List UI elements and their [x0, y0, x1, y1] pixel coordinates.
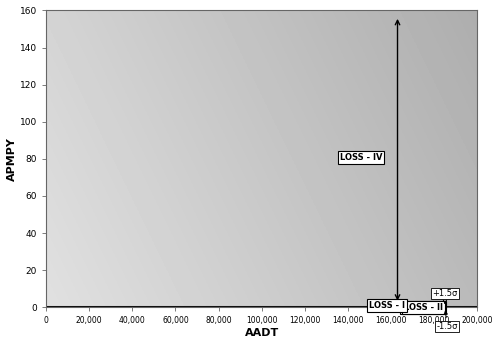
- X-axis label: AADT: AADT: [244, 328, 279, 338]
- Text: -1.5σ: -1.5σ: [436, 311, 458, 331]
- Text: LOSS - II: LOSS - II: [404, 303, 443, 312]
- Y-axis label: APMPY: APMPY: [7, 137, 17, 181]
- Text: +1.5σ: +1.5σ: [432, 289, 458, 303]
- Text: LOSS - IV: LOSS - IV: [340, 154, 382, 162]
- Text: LOSS - III: LOSS - III: [402, 303, 444, 312]
- Text: LOSS - I: LOSS - I: [368, 301, 404, 310]
